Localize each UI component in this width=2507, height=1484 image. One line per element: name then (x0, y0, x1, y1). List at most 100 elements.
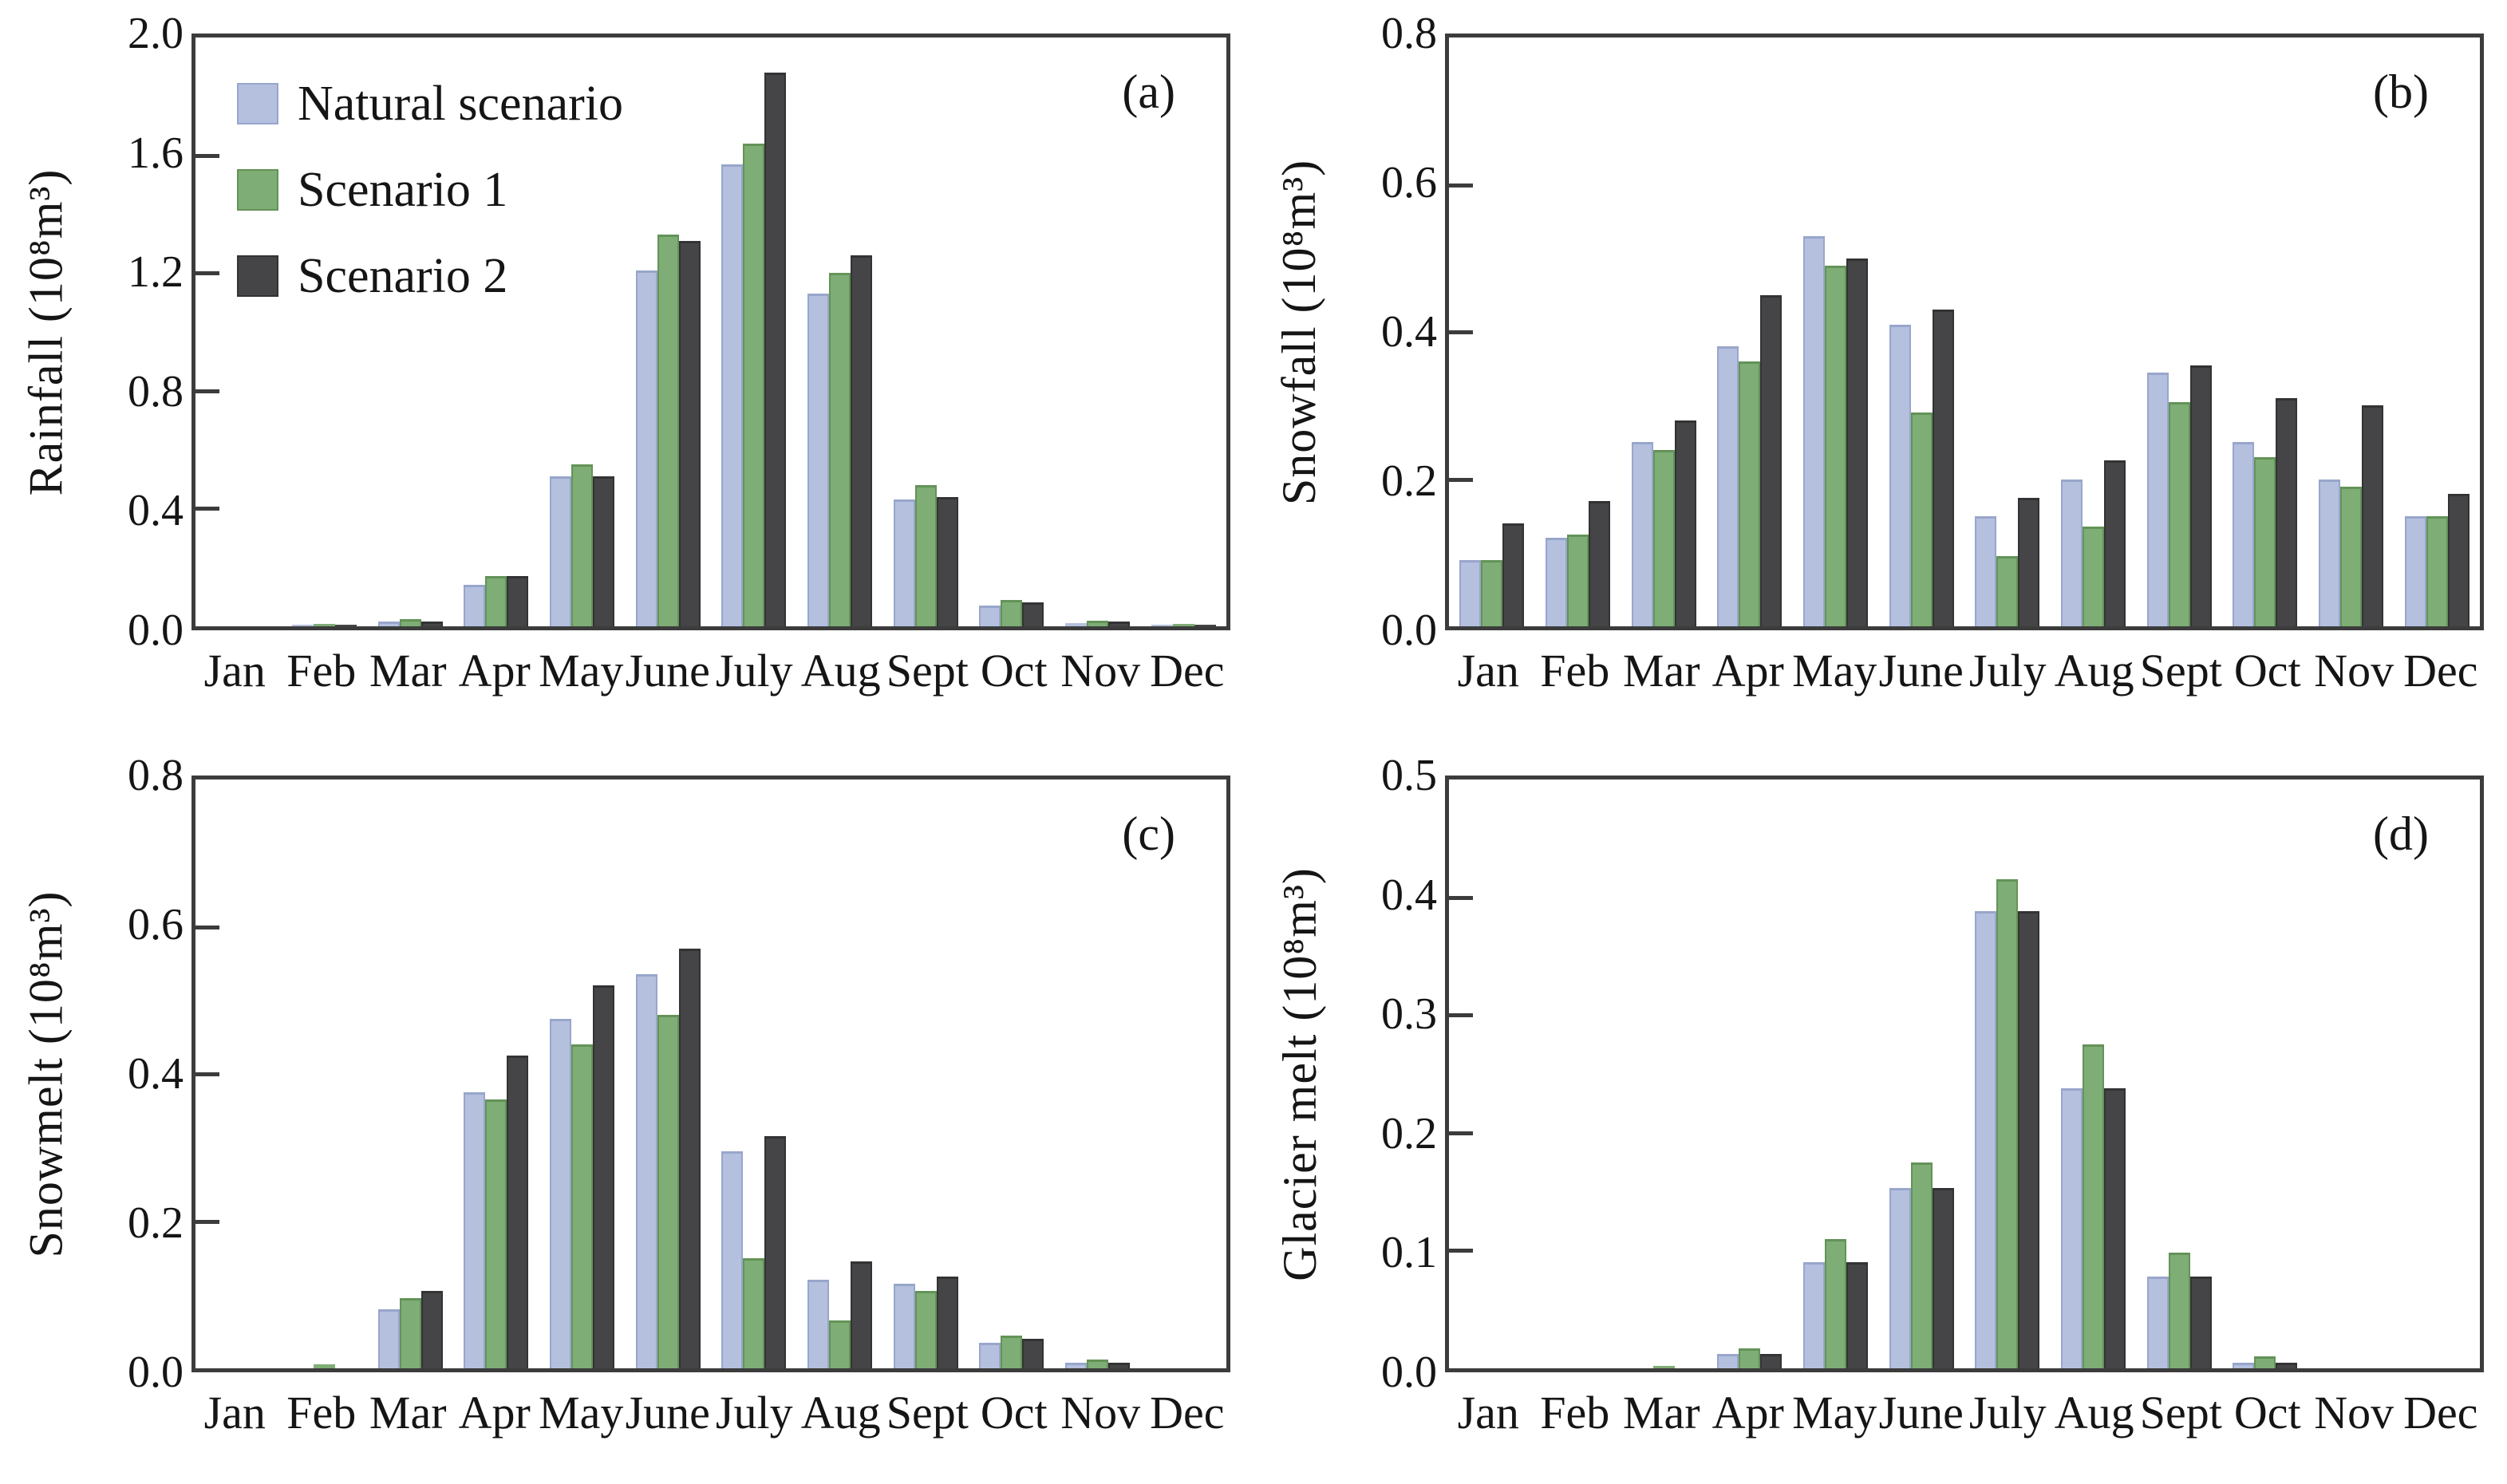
plot-area: (c) (191, 776, 1230, 1372)
panel-d-glacier-melt: Glacier melt (10⁸m³) 0.0 0.1 0.2 0.3 0.4 0.5 (d… (1254, 742, 2507, 1484)
plot-area: (b) (1445, 34, 2484, 630)
y-tick-label: 0.6 (1381, 158, 1437, 207)
x-tick-label-june: June (625, 1387, 710, 1439)
legend-label: Scenario 2 (298, 249, 508, 303)
bar-scenario-2-dec (1194, 625, 1216, 626)
y-tick-mark (195, 925, 219, 929)
bar-natural-scenario-july (721, 164, 744, 626)
bar-scenario-2-mar (420, 622, 443, 626)
bar-scenario-2-feb (335, 625, 357, 626)
bar-group-nov (2308, 37, 2394, 626)
x-tick-label-june: June (1878, 645, 1964, 697)
bar-group-july (711, 37, 797, 626)
bar-scenario-2-oct (1022, 602, 1044, 626)
y-tick-mark (1449, 330, 1473, 334)
bar-group-feb (1535, 37, 1621, 626)
bar-scenario-2-may (593, 985, 615, 1368)
bar-natural-scenario-july (1975, 911, 1997, 1368)
bar-group-apr (453, 37, 539, 626)
plot-area: (a) Natural scenario Scenario 1 Scenario 2 (191, 34, 1230, 630)
x-tick-label-may: May (1792, 1387, 1877, 1439)
x-tick-label-nov: Nov (2314, 1387, 2394, 1439)
bar-scenario-2-sept (2189, 365, 2212, 626)
y-axis-tick-labels: 0.0 0.2 0.4 0.6 0.8 (80, 753, 184, 1395)
y-tick-mark (1449, 895, 1473, 900)
bar-group-aug (797, 37, 883, 626)
bar-scenario-1-apr (1739, 1348, 1761, 1368)
x-tick-label-aug: Aug (800, 1387, 881, 1439)
x-tick-label-apr: Apr (458, 1387, 531, 1439)
bar-scenario-2-june (1932, 310, 1954, 626)
x-tick-label-july: July (1968, 1387, 2047, 1439)
x-tick-label-feb: Feb (1540, 645, 1610, 697)
y-tick-label: 0.2 (1381, 1108, 1437, 1158)
x-tick-label-july: July (715, 1387, 793, 1439)
bar-natural-scenario-feb (1546, 538, 1567, 626)
bar-scenario-1-mar (1652, 449, 1675, 626)
bar-group-nov (1055, 37, 1141, 626)
y-axis-tick-labels: 0.0 0.1 0.2 0.3 0.4 0.5 (1333, 753, 1437, 1395)
bar-natural-scenario-may (1803, 236, 1826, 626)
bar-scenario-1-mar (1652, 1366, 1675, 1368)
bar-group-dec (2394, 779, 2480, 1368)
bar-natural-scenario-aug (2061, 479, 2083, 626)
bar-scenario-1-dec (2426, 515, 2448, 626)
bar-natural-scenario-july (1975, 515, 1997, 626)
bar-scenario-1-may (571, 1044, 594, 1368)
bar-group-mar (367, 37, 453, 626)
bar-scenario-1-apr (485, 1099, 507, 1368)
y-tick-mark (195, 153, 219, 158)
bar-natural-scenario-oct (979, 1342, 1001, 1368)
legend-item-scenario-2: Scenario 2 (237, 251, 623, 301)
bar-scenario-1-apr (485, 576, 507, 626)
bar-scenario-2-apr (507, 576, 529, 626)
x-tick-label-apr: Apr (1711, 645, 1784, 697)
bar-group-may (1793, 37, 1879, 626)
y-tick-mark (195, 389, 219, 393)
bar-natural-scenario-apr (1717, 1354, 1739, 1368)
bar-scenario-2-feb (1589, 501, 1610, 626)
legend-swatch-scenario-2 (237, 255, 278, 297)
bar-natural-scenario-nov (1065, 623, 1088, 626)
bar-scenario-2-may (1846, 258, 1869, 626)
x-tick-label-mar: Mar (369, 1387, 447, 1439)
x-tick-label-apr: Apr (1711, 1387, 1784, 1439)
x-tick-label-aug: Aug (800, 645, 881, 697)
bar-group-sept (2136, 37, 2222, 626)
y-tick-mark (195, 271, 219, 276)
panel-letter: (b) (2373, 65, 2429, 118)
x-tick-label-mar: Mar (369, 645, 447, 697)
x-axis-tick-labels: Jan Feb Mar Apr May June July Aug Sept Oct Nov Dec (191, 1390, 1230, 1436)
bar-scenario-2-may (1846, 1262, 1869, 1368)
bar-group-oct (2222, 37, 2308, 626)
bar-natural-scenario-feb (292, 625, 314, 626)
bar-scenario-1-july (1996, 879, 2019, 1368)
x-tick-label-may: May (539, 645, 624, 697)
bar-group-aug (797, 779, 883, 1368)
x-tick-label-dec: Dec (1150, 645, 1225, 697)
bar-scenario-1-aug (829, 273, 851, 626)
legend-item-scenario-1: Scenario 1 (237, 165, 623, 215)
x-tick-label-oct: Oct (2233, 1387, 2301, 1439)
panel-c-snowmelt: Snowmelt (10⁸m³) 0.0 0.2 0.4 0.6 0.8 (c) Jan Feb… (0, 742, 1254, 1484)
x-tick-label-oct: Oct (2233, 645, 2301, 697)
y-tick-mark (195, 507, 219, 511)
bar-natural-scenario-aug (807, 294, 830, 626)
x-tick-label-sept: Sept (2139, 1387, 2222, 1439)
x-axis-tick-labels: Jan Feb Mar Apr May June July Aug Sept Oct Nov Dec (1445, 1390, 2484, 1436)
y-axis-label-text: Snowfall (10⁸m³) (1273, 159, 1326, 505)
y-tick-label: 0.8 (128, 751, 184, 800)
bar-scenario-2-june (678, 240, 701, 626)
y-axis-label: Rainfall (10⁸m³) (5, 34, 88, 630)
x-axis-tick-labels: Jan Feb Mar Apr May June July Aug Sept Oct Nov Dec (1445, 648, 2484, 694)
y-tick-mark (1449, 1013, 1473, 1018)
bar-group-feb (1535, 779, 1621, 1368)
bar-scenario-1-aug (2083, 1044, 2105, 1368)
bar-scenario-1-june (657, 1015, 679, 1368)
y-tick-label: 0.8 (128, 366, 184, 416)
bar-scenario-1-nov (2340, 486, 2363, 626)
bar-scenario-1-aug (2083, 527, 2105, 626)
bar-group-oct (969, 779, 1055, 1368)
bar-group-june (625, 779, 711, 1368)
bar-scenario-2-july (2018, 497, 2040, 626)
